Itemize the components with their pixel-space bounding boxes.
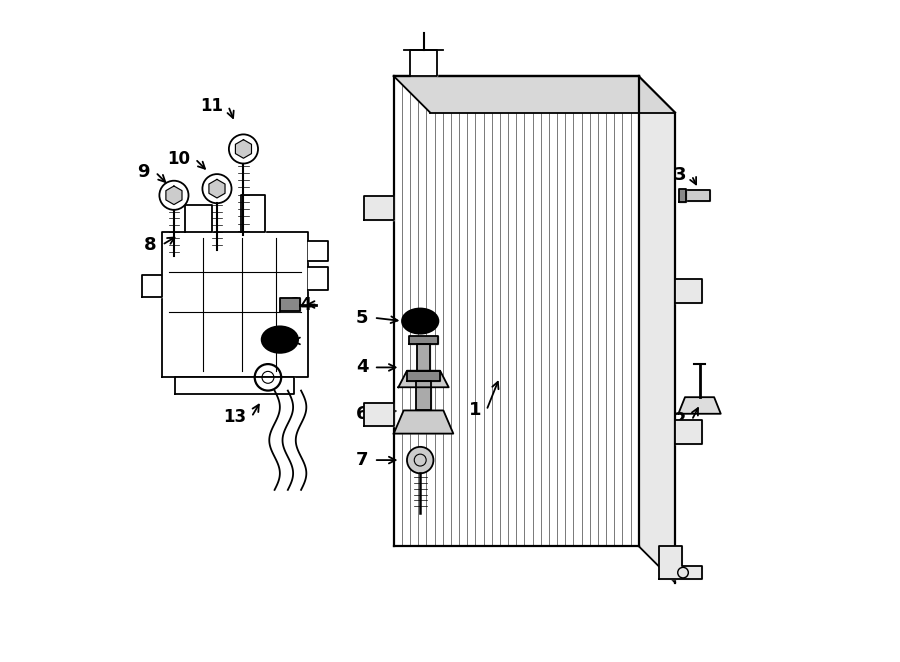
Polygon shape — [166, 186, 182, 205]
Circle shape — [159, 181, 188, 210]
Text: 9: 9 — [138, 163, 150, 181]
Polygon shape — [407, 371, 440, 381]
Text: 5: 5 — [356, 308, 369, 327]
Polygon shape — [280, 298, 300, 311]
Polygon shape — [417, 344, 430, 371]
Text: 8: 8 — [144, 236, 157, 254]
Text: 1: 1 — [469, 401, 482, 420]
Text: 2: 2 — [674, 411, 687, 430]
Text: 4: 4 — [356, 358, 369, 377]
Text: 6: 6 — [356, 404, 369, 423]
Polygon shape — [680, 189, 686, 202]
Text: 13: 13 — [223, 408, 246, 426]
Text: 7: 7 — [356, 451, 369, 469]
Circle shape — [229, 134, 258, 164]
Ellipse shape — [402, 308, 438, 334]
Polygon shape — [364, 402, 393, 426]
Ellipse shape — [262, 326, 298, 353]
Polygon shape — [399, 371, 449, 387]
Polygon shape — [416, 381, 431, 410]
Polygon shape — [393, 76, 675, 113]
Polygon shape — [308, 267, 328, 290]
Polygon shape — [639, 76, 675, 583]
Circle shape — [202, 174, 231, 203]
Polygon shape — [659, 546, 702, 579]
Text: 14: 14 — [289, 295, 312, 314]
Polygon shape — [308, 241, 328, 261]
Circle shape — [407, 447, 434, 473]
Polygon shape — [675, 420, 702, 444]
Text: 3: 3 — [674, 166, 687, 185]
Polygon shape — [241, 195, 265, 232]
Polygon shape — [393, 410, 454, 434]
Polygon shape — [209, 179, 225, 198]
Polygon shape — [686, 190, 710, 201]
Text: 11: 11 — [200, 97, 223, 115]
Ellipse shape — [414, 316, 427, 326]
Polygon shape — [176, 377, 294, 394]
Polygon shape — [162, 232, 308, 377]
Polygon shape — [142, 275, 162, 297]
Polygon shape — [185, 205, 211, 232]
Polygon shape — [679, 397, 721, 414]
Text: 12: 12 — [269, 332, 292, 350]
Ellipse shape — [274, 335, 286, 344]
Polygon shape — [410, 50, 436, 76]
Polygon shape — [393, 76, 639, 546]
Text: 10: 10 — [166, 150, 190, 168]
Polygon shape — [409, 336, 438, 344]
Polygon shape — [364, 196, 393, 220]
Polygon shape — [675, 279, 702, 303]
Polygon shape — [236, 140, 251, 158]
